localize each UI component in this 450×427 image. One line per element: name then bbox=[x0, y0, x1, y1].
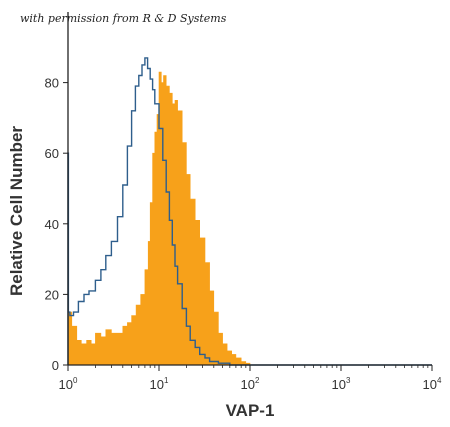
plot-area bbox=[67, 57, 432, 366]
y-tick-label: 20 bbox=[45, 287, 59, 302]
x-tick-exponent: 4 bbox=[437, 376, 442, 385]
y-tick-label: 80 bbox=[45, 76, 59, 91]
y-tick-label: 60 bbox=[45, 146, 59, 161]
x-tick-base: 10 bbox=[423, 377, 437, 392]
x-tick-base: 10 bbox=[150, 377, 164, 392]
watermark-text: with permission from R & D Systems bbox=[20, 12, 227, 25]
x-tick-base: 10 bbox=[332, 377, 346, 392]
x-tick-label: 102 bbox=[241, 376, 260, 392]
x-tick-label: 104 bbox=[423, 376, 442, 392]
y-tick-label: 0 bbox=[52, 358, 59, 373]
series-0-histogram-fill bbox=[67, 71, 251, 366]
x-tick-exponent: 0 bbox=[73, 376, 78, 385]
x-tick-base: 10 bbox=[241, 377, 255, 392]
x-tick-label: 103 bbox=[332, 376, 351, 392]
y-axis-title: Relative Cell Number bbox=[7, 126, 26, 296]
x-axis-title: VAP-1 bbox=[226, 401, 275, 420]
x-tick-exponent: 3 bbox=[346, 376, 351, 385]
series-1-histogram-outline bbox=[67, 57, 432, 366]
x-tick-label: 100 bbox=[59, 376, 78, 392]
y-tick-label: 40 bbox=[45, 217, 59, 232]
x-tick-label: 101 bbox=[150, 376, 169, 392]
x-tick-base: 10 bbox=[59, 377, 73, 392]
x-tick-exponent: 2 bbox=[255, 376, 260, 385]
x-tick-exponent: 1 bbox=[164, 376, 169, 385]
